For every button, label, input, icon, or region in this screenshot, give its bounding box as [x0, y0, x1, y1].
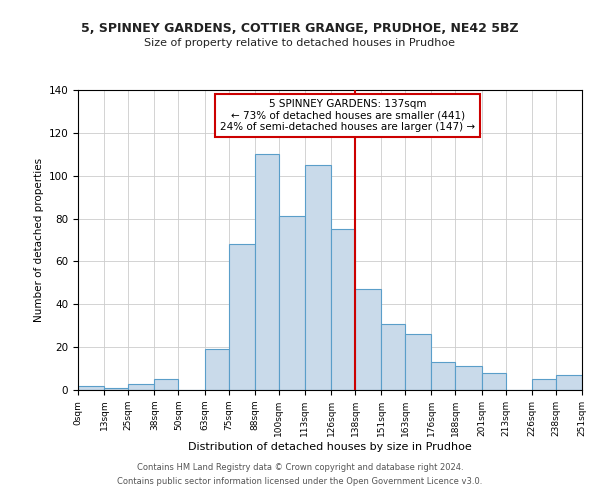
Bar — [154, 380, 178, 390]
Y-axis label: Number of detached properties: Number of detached properties — [34, 158, 44, 322]
Bar — [532, 380, 556, 390]
Bar — [455, 366, 482, 390]
Text: Contains public sector information licensed under the Open Government Licence v3: Contains public sector information licen… — [118, 477, 482, 486]
Bar — [556, 375, 582, 390]
Bar — [205, 350, 229, 390]
Text: Contains HM Land Registry data © Crown copyright and database right 2024.: Contains HM Land Registry data © Crown c… — [137, 464, 463, 472]
Bar — [128, 384, 154, 390]
Text: Size of property relative to detached houses in Prudhoe: Size of property relative to detached ho… — [145, 38, 455, 48]
Text: 5 SPINNEY GARDENS: 137sqm
← 73% of detached houses are smaller (441)
24% of semi: 5 SPINNEY GARDENS: 137sqm ← 73% of detac… — [220, 99, 475, 132]
Bar — [482, 373, 506, 390]
Bar — [331, 230, 355, 390]
Bar — [279, 216, 305, 390]
X-axis label: Distribution of detached houses by size in Prudhoe: Distribution of detached houses by size … — [188, 442, 472, 452]
Bar — [78, 386, 104, 390]
Bar — [431, 362, 455, 390]
Bar — [381, 324, 405, 390]
Bar — [229, 244, 255, 390]
Bar — [405, 334, 431, 390]
Bar — [355, 290, 381, 390]
Bar — [104, 388, 128, 390]
Bar — [255, 154, 279, 390]
Bar — [305, 165, 331, 390]
Text: 5, SPINNEY GARDENS, COTTIER GRANGE, PRUDHOE, NE42 5BZ: 5, SPINNEY GARDENS, COTTIER GRANGE, PRUD… — [81, 22, 519, 36]
